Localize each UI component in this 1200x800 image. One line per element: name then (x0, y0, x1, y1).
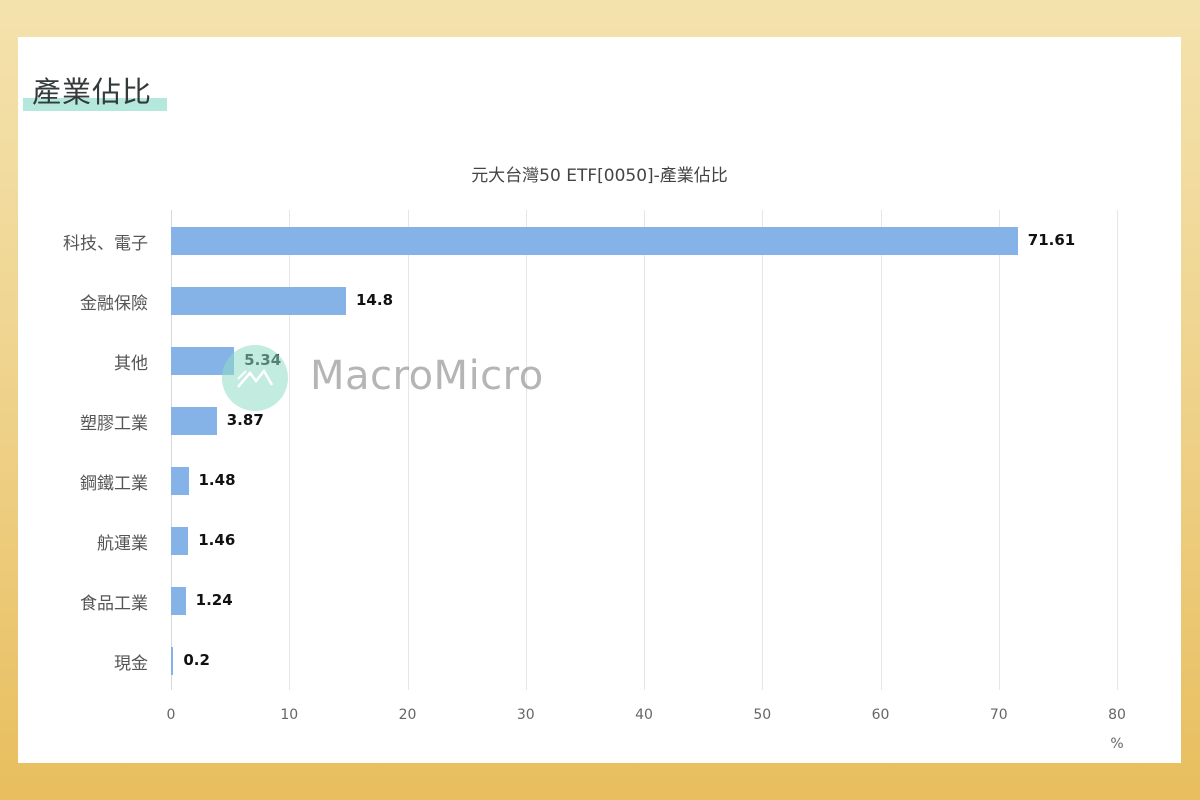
bar-value-label: 1.48 (198, 471, 236, 489)
bar[interactable] (171, 587, 186, 615)
bar[interactable] (171, 287, 346, 315)
category-label: 科技、電子 (63, 234, 148, 254)
gridline (289, 210, 291, 690)
category-label: 金融保險 (80, 294, 148, 314)
bar-value-label: 1.24 (195, 591, 233, 609)
bar-value-label: 3.87 (226, 411, 264, 429)
x-tick-label: 70 (989, 707, 1008, 723)
gridline (762, 210, 764, 690)
chart-card: 產業佔比 元大台灣50 ETF[0050]-產業佔比 科技、電子金融保險其他塑膠… (18, 37, 1181, 763)
x-tick-label: 60 (871, 707, 890, 723)
bar-value-label: 1.46 (198, 531, 236, 549)
x-tick-label: 0 (166, 707, 176, 723)
x-tick-label: 80 (1108, 707, 1126, 723)
title-highlight (23, 98, 167, 111)
x-tick-label: 10 (280, 707, 299, 723)
bar[interactable] (171, 467, 189, 495)
bar-value-label: 0.2 (183, 651, 210, 669)
x-tick-label: 50 (753, 707, 772, 723)
x-tick-label: 40 (635, 707, 653, 723)
gridline (525, 210, 527, 690)
gridline (171, 210, 172, 690)
x-axis-unit: % (1110, 736, 1124, 752)
bar-value-label: 71.61 (1027, 231, 1076, 249)
bar[interactable] (171, 407, 217, 435)
gridline (407, 210, 409, 690)
bar-value-label: 14.8 (356, 291, 394, 309)
gridline (880, 210, 882, 690)
category-label: 塑膠工業 (80, 414, 148, 434)
category-label: 鋼鐵工業 (80, 474, 148, 494)
watermark-text: MacroMicro (310, 353, 544, 399)
bar[interactable] (171, 647, 174, 675)
gridline (644, 210, 645, 690)
macromicro-logo-icon (222, 345, 288, 411)
category-label: 航運業 (97, 534, 148, 554)
section-title: 產業佔比 (32, 75, 153, 109)
chart-title: 元大台灣50 ETF[0050]-產業佔比 (471, 166, 728, 186)
category-label: 其他 (114, 354, 148, 374)
bar[interactable] (171, 527, 189, 555)
x-tick-label: 30 (516, 707, 535, 723)
x-tick-label: 20 (398, 707, 417, 723)
bar[interactable] (171, 227, 1018, 255)
category-label: 現金 (114, 654, 148, 674)
gridline (998, 210, 1000, 690)
gridline (1117, 210, 1118, 690)
category-label: 食品工業 (80, 594, 148, 614)
